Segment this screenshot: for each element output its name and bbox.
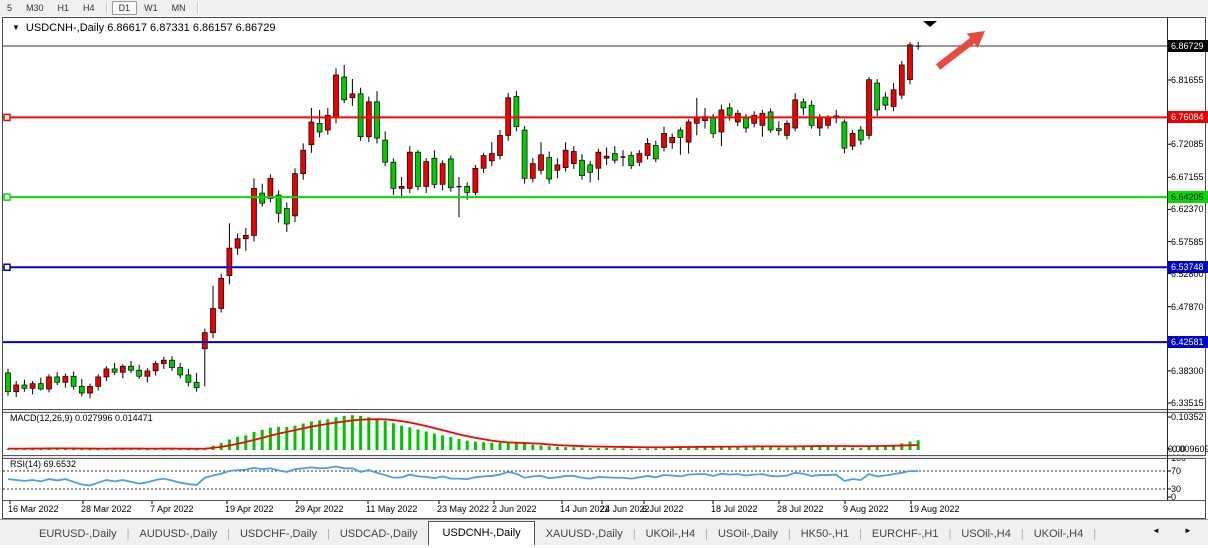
symbol-tab-ukoil[interactable]: UKOil-,H4 (1033, 528, 1084, 540)
rsi-indicator-label: RSI(14) 69.6532 (10, 459, 77, 469)
macd-axis-max: 0.10352 (1171, 412, 1204, 422)
macd-pane (6, 415, 920, 451)
date-axis-label: 9 Aug 2022 (843, 504, 889, 514)
date-axis-label: 6 Jul 2022 (642, 504, 684, 514)
symbol-tab-audusd[interactable]: AUDUSD-,Daily (139, 528, 218, 540)
timeframe-button-mn[interactable]: MN (171, 3, 186, 13)
chart-dropdown-icon[interactable]: ▼ (12, 23, 20, 32)
symbol-tab-eurchf[interactable]: EURCHF-,H1 (871, 528, 939, 540)
symbol-tab-usdcad[interactable]: USDCAD-,Daily (339, 528, 418, 540)
rsi-pane-separator[interactable] (3, 455, 1206, 459)
timeframe-button-m30[interactable]: M30 (26, 3, 44, 13)
tab-separator: | (632, 528, 636, 540)
price-label-box: 6.86729 (1168, 39, 1208, 52)
date-axis-label: 16 Mar 2022 (8, 504, 59, 514)
price-axis-tick: 6.52800 (1171, 268, 1204, 279)
tab-separator: | (227, 528, 230, 540)
symbol-tabbar: EURUSD-,Daily | AUDUSD-,Daily | USDCHF-,Dail… (0, 519, 1208, 545)
hline-handle (3, 193, 11, 201)
candlestick-series (5, 41, 921, 399)
rsi-line (7, 465, 919, 487)
hline-handle (3, 263, 11, 271)
price-axis-tick: 6.33515 (1171, 398, 1204, 408)
date-axis-label: 29 Apr 2022 (295, 504, 344, 514)
macd-axis-zero: 0.00 (1168, 444, 1186, 454)
tab-scroll-left-icon[interactable]: ◄ (1152, 526, 1160, 535)
timeframe-button-5[interactable]: 5 (7, 3, 13, 13)
price-axis-tick: 6.62370 (1171, 204, 1204, 215)
symbol-tab-eurusd[interactable]: EURUSD-,Daily (39, 528, 117, 540)
date-axis-label: 19 Aug 2022 (909, 504, 960, 514)
hline-handle (3, 113, 11, 122)
tab-separator: | (126, 528, 130, 540)
hline-object-6.64205[interactable] (3, 193, 1167, 201)
chart-ohlc-quotes: 6.86617 6.87331 6.86157 6.86729 (107, 22, 276, 34)
date-axis-label: 14 Jun 2022 (560, 504, 610, 514)
symbol-tab-usoil[interactable]: USOil-,H4 (961, 528, 1011, 540)
toolbar-divider (105, 2, 108, 14)
date-axis-label: 28 Jul 2022 (777, 504, 824, 514)
macd-indicator-label: MACD(12,26,9) 0.027996 0.014471 (10, 413, 153, 423)
price-label-box: 6.42581 (1168, 336, 1208, 349)
price-axis-tick: 6.72085 (1171, 139, 1204, 150)
tab-separator: | (1093, 528, 1097, 540)
symbol-tab-ukoil[interactable]: UKOil-,H4 (645, 528, 696, 540)
macd-signal-line (8, 418, 919, 450)
toolbar-divider (196, 2, 199, 14)
rsi-pane (3, 465, 1167, 490)
tab-separator: | (948, 528, 952, 540)
timeframe-button-h4[interactable]: H4 (83, 3, 95, 13)
price-label-box: 6.76084 (1168, 111, 1208, 124)
date-axis-label: 19 Apr 2022 (225, 504, 274, 514)
date-axis-label: 23 May 2022 (437, 504, 490, 514)
price-axis-tick: 6.38300 (1171, 365, 1204, 376)
tab-scroll-right-icon[interactable]: ► (1184, 526, 1192, 535)
symbol-tab-usdcnh[interactable]: USDCNH-,Daily (428, 521, 535, 545)
symbol-tab-usoil[interactable]: USOil-,Daily (717, 528, 778, 540)
date-axis-label: 18 Jul 2022 (711, 504, 758, 514)
chart-title: ▼ USDCNH-,Daily 6.86617 6.87331 6.86157 6… (12, 22, 275, 34)
tab-separator: | (1020, 528, 1024, 540)
date-axis-label: 28 Mar 2022 (81, 504, 132, 514)
tab-separator: | (326, 528, 330, 540)
price-axis-tick: 6.81655 (1171, 75, 1204, 85)
price-axis-tick: 6.57585 (1171, 236, 1204, 247)
hline-object-6.53748[interactable] (3, 263, 1167, 271)
chart-bottom-border (3, 500, 1206, 501)
symbol-tab-hk50[interactable]: HK50-,H1 (800, 528, 849, 540)
symbol-tab-xauusd[interactable]: XAUUSD-,Daily (545, 528, 623, 540)
trend-arrow-drawing[interactable] (935, 31, 985, 70)
rsi-axis-70: 70 (1171, 466, 1182, 476)
price-label-box: 6.64205 (1168, 191, 1208, 204)
date-axis-label: 2 Jun 2022 (492, 504, 537, 514)
chart-symbol-label: USDCNH-,Daily (25, 22, 105, 34)
rsi-axis-0: 0 (1171, 492, 1177, 502)
price-axis-tick: 6.67155 (1171, 172, 1204, 183)
timeframe-toolbar: 5 M30 H1 H4 D1 W1 MN (0, 0, 1208, 16)
chart-canvas[interactable] (2, 17, 1206, 518)
price-label-box: 6.53748 (1168, 261, 1208, 274)
axis-ticks (9, 79, 1171, 504)
date-axis-label: 7 Apr 2022 (150, 504, 194, 514)
date-axis-label: 24 Jun 2022 (600, 504, 650, 514)
bar-marker-icon (923, 21, 937, 27)
timeframe-button-w1[interactable]: W1 (144, 3, 158, 13)
macd-pane-separator[interactable] (3, 409, 1206, 413)
timeframe-button-h1[interactable]: H1 (57, 3, 70, 13)
date-axis-label: 11 May 2022 (366, 504, 418, 514)
tab-separator: | (787, 528, 791, 540)
tab-separator: | (859, 528, 862, 540)
tab-separator: | (705, 528, 708, 540)
symbol-tab-usdchf[interactable]: USDCHF-,Daily (239, 528, 317, 540)
timeframe-button-d1[interactable]: D1 (111, 1, 138, 15)
hline-object-6.76084[interactable] (3, 113, 1167, 122)
rsi-axis-30: 30 (1171, 484, 1182, 494)
price-axis-border (1167, 18, 1168, 500)
price-axis-tick: 6.47870 (1171, 301, 1204, 312)
